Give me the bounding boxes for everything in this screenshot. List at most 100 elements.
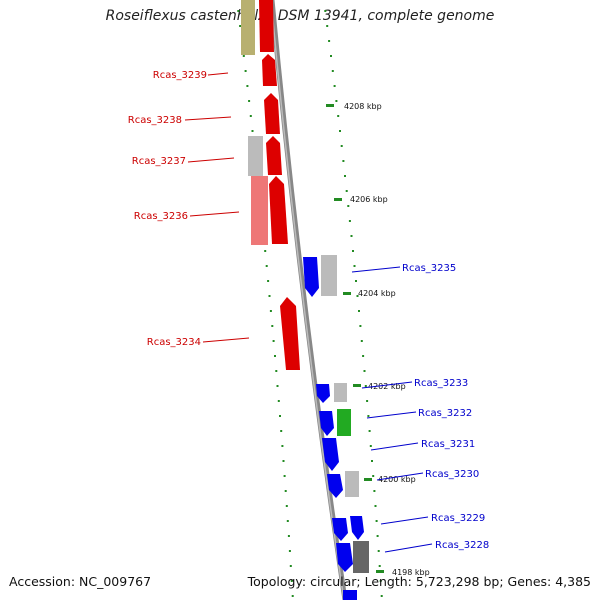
ruler-dot xyxy=(279,415,281,417)
gene-label-rcas-3239[interactable]: Rcas_3239 xyxy=(153,70,207,81)
ruler-dot xyxy=(281,445,284,447)
ruler-dot xyxy=(265,265,268,267)
ruler-dot xyxy=(369,445,372,447)
ruler-dot xyxy=(378,565,381,567)
accession-text: Accession: NC_009767 xyxy=(9,574,152,589)
ruler-dot xyxy=(287,535,290,537)
ruler-dot xyxy=(353,265,356,267)
map-title: Roseiflexus castenholzii DSM 13941, comp… xyxy=(105,8,495,24)
ruler-dot xyxy=(344,175,346,177)
gene-label-rcas-3229[interactable]: Rcas_3229 xyxy=(431,513,485,524)
ruler-dot xyxy=(283,475,286,477)
ruler-dot xyxy=(347,205,350,207)
ruler-dot xyxy=(352,250,354,252)
ruler-dot xyxy=(368,430,371,432)
ruler-dot xyxy=(248,100,251,102)
ruler-dot xyxy=(335,100,338,102)
ruler-dot xyxy=(239,25,242,27)
ruler-dot xyxy=(268,295,271,297)
gene-arrow-rcas-3229 xyxy=(332,518,348,541)
ruler-dot xyxy=(328,40,331,42)
ruler-dot xyxy=(237,10,240,12)
gene-label-rcas-3231[interactable]: Rcas_3231 xyxy=(421,439,475,450)
ruler-dot xyxy=(364,385,367,387)
ruler-dot xyxy=(360,340,363,342)
ruler-dot xyxy=(326,25,329,27)
ruler-dot xyxy=(324,10,327,12)
ruler-dot xyxy=(271,325,274,327)
tick-4206: 4206 kbp xyxy=(334,195,388,204)
gene-arrow-top xyxy=(259,0,274,52)
feature-darkgray-3228 xyxy=(353,541,369,573)
tick-4204: 4204 kbp xyxy=(343,289,396,298)
gene-label-rcas-3236[interactable]: Rcas_3236 xyxy=(134,211,188,222)
ruler-dot xyxy=(288,550,291,552)
ruler-dot xyxy=(264,250,267,252)
ruler-dot xyxy=(331,70,334,72)
ruler-dot xyxy=(282,460,285,462)
ruler-dot xyxy=(275,370,278,372)
feature-blue-bottom xyxy=(343,590,357,600)
ruler-dot xyxy=(244,70,247,72)
gene-arrow-rcas-3237 xyxy=(266,136,282,175)
gene-label-rcas-3235[interactable]: Rcas_3235 xyxy=(402,263,456,274)
tick-label: 4202 kbp xyxy=(368,382,406,391)
tick-label: 4204 kbp xyxy=(358,289,396,298)
genome-backbone-highlight xyxy=(270,0,345,600)
gene-label-rcas-3234[interactable]: Rcas_3234 xyxy=(147,337,201,348)
ruler-dot xyxy=(371,460,373,462)
ruler-dot xyxy=(330,55,332,57)
feature-gray-3230 xyxy=(345,471,359,497)
ruler-dot xyxy=(246,85,249,87)
ruler-dot xyxy=(276,385,279,387)
ruler-dot xyxy=(355,280,357,282)
ruler-dot xyxy=(348,220,351,222)
ruler-dot xyxy=(280,430,283,432)
gene-arrow-rcas-3231 xyxy=(322,438,339,471)
ruler-dot xyxy=(291,595,294,597)
feature-gray-3233 xyxy=(334,383,347,402)
gene-arrow-rcas-3233 xyxy=(316,384,330,403)
gene-label-rcas-3237[interactable]: Rcas_3237 xyxy=(132,156,186,167)
ruler-dot xyxy=(373,490,376,492)
gene-label-rcas-3228[interactable]: Rcas_3228 xyxy=(435,540,489,551)
gene-label-rcas-3232[interactable]: Rcas_3232 xyxy=(418,408,472,419)
ruler-dot xyxy=(272,340,275,342)
tick-4200: 4200 kbp xyxy=(364,475,416,484)
tick-4198: 4198 kbp xyxy=(376,568,430,577)
feature-green-3232 xyxy=(337,409,351,436)
ruler-dot xyxy=(251,130,254,132)
ruler-dot xyxy=(267,280,270,282)
ruler-dot xyxy=(358,310,360,312)
tick-label: 4198 kbp xyxy=(392,568,430,577)
ruler-dot xyxy=(380,595,383,597)
feature-gray-3237 xyxy=(248,136,263,176)
ruler-dot xyxy=(285,505,288,507)
ruler-dot xyxy=(350,235,353,237)
ruler-dot xyxy=(367,415,370,417)
ruler-dot xyxy=(374,505,377,507)
gene-label-rcas-3230[interactable]: Rcas_3230 xyxy=(425,469,479,480)
ruler-dot xyxy=(269,310,272,312)
tick-4208: 4208 kbp xyxy=(326,102,382,111)
gene-label-rcas-3238[interactable]: Rcas_3238 xyxy=(128,115,182,126)
ruler-dot xyxy=(362,355,365,357)
ruler-dot xyxy=(345,190,348,192)
tick-label: 4208 kbp xyxy=(344,102,382,111)
ruler-dot xyxy=(289,565,292,567)
ruler-dot xyxy=(277,400,280,402)
ruler-dot xyxy=(359,325,362,327)
ruler-dot xyxy=(284,490,287,492)
gene-arrow-rcas-3239 xyxy=(262,54,277,86)
gene-arrow-rcas-3236 xyxy=(269,176,288,244)
ruler-dot xyxy=(379,580,382,582)
ruler-dot xyxy=(337,115,340,117)
ruler-dot xyxy=(242,55,245,57)
ruler-dot xyxy=(290,580,293,582)
gene-label-rcas-3233[interactable]: Rcas_3233 xyxy=(414,378,468,389)
gene-arrow-rcas-3230 xyxy=(327,474,343,498)
ruler-dot xyxy=(342,160,345,162)
feature-tan xyxy=(241,0,255,55)
